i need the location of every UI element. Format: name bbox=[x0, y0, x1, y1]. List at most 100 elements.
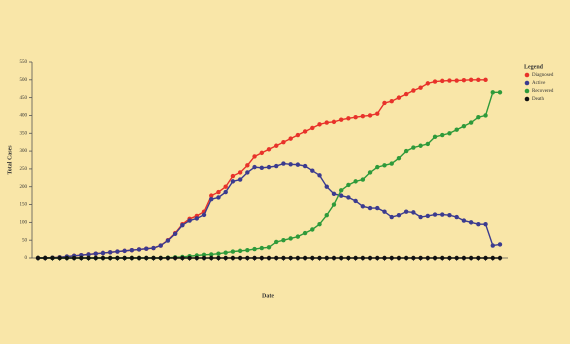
data-point bbox=[223, 255, 228, 261]
data-point bbox=[389, 255, 394, 261]
data-point bbox=[71, 255, 77, 261]
data-point bbox=[230, 255, 236, 261]
data-point bbox=[310, 255, 315, 261]
data-point bbox=[266, 245, 272, 250]
data-point bbox=[331, 119, 337, 125]
data-point bbox=[497, 242, 503, 247]
legend-label: Death bbox=[532, 97, 544, 102]
data-point bbox=[180, 223, 185, 228]
data-point bbox=[216, 255, 221, 261]
data-point bbox=[375, 205, 380, 211]
data-point bbox=[57, 255, 62, 261]
data-point bbox=[252, 255, 257, 261]
data-point bbox=[245, 255, 250, 261]
data-point bbox=[483, 113, 488, 118]
data-point bbox=[447, 78, 452, 83]
data-point bbox=[353, 179, 358, 184]
data-point bbox=[295, 132, 301, 138]
data-point bbox=[50, 255, 55, 261]
data-point bbox=[353, 115, 358, 120]
data-point bbox=[418, 214, 423, 220]
data-point bbox=[64, 255, 70, 261]
y-tick-label: 0 bbox=[25, 256, 28, 261]
data-point bbox=[259, 165, 264, 171]
data-point bbox=[353, 198, 358, 204]
data-point bbox=[360, 113, 366, 119]
data-point bbox=[302, 230, 308, 236]
data-point bbox=[259, 255, 264, 261]
data-point bbox=[461, 123, 467, 129]
data-point bbox=[389, 161, 394, 166]
data-point bbox=[418, 255, 423, 261]
data-point bbox=[180, 255, 185, 261]
data-point bbox=[425, 81, 431, 86]
data-point bbox=[331, 255, 337, 261]
y-tick-label: 100 bbox=[20, 221, 28, 226]
data-point bbox=[418, 143, 423, 148]
data-point bbox=[317, 173, 322, 178]
data-point bbox=[194, 216, 200, 221]
data-point bbox=[483, 77, 488, 83]
data-point bbox=[281, 237, 286, 243]
data-point bbox=[100, 250, 106, 256]
data-point bbox=[288, 255, 293, 261]
data-point bbox=[382, 209, 387, 214]
data-point bbox=[338, 117, 344, 122]
data-point bbox=[454, 255, 459, 261]
y-tick-label: 500 bbox=[20, 78, 28, 83]
data-point bbox=[281, 161, 286, 166]
data-point bbox=[310, 168, 315, 173]
data-point bbox=[425, 213, 431, 219]
data-point bbox=[266, 164, 272, 170]
legend-title: Legend bbox=[524, 64, 544, 70]
legend-marker bbox=[524, 96, 530, 102]
data-point bbox=[209, 255, 214, 261]
data-point bbox=[295, 162, 301, 167]
data-point bbox=[476, 77, 481, 83]
data-point bbox=[338, 255, 344, 261]
data-point bbox=[367, 170, 373, 175]
data-point bbox=[454, 78, 459, 83]
data-point bbox=[346, 116, 351, 121]
data-point bbox=[324, 184, 329, 189]
data-point bbox=[389, 99, 394, 104]
data-point bbox=[375, 164, 380, 170]
data-point bbox=[476, 115, 481, 120]
data-point bbox=[129, 247, 135, 253]
data-point bbox=[93, 255, 98, 261]
data-point bbox=[237, 177, 243, 182]
data-point bbox=[43, 255, 48, 261]
data-point bbox=[230, 249, 236, 254]
data-point bbox=[425, 141, 431, 147]
data-point bbox=[411, 88, 416, 93]
data-point bbox=[476, 221, 481, 227]
data-point bbox=[302, 255, 308, 261]
data-point bbox=[237, 255, 243, 261]
data-point bbox=[295, 234, 301, 239]
data-point bbox=[194, 255, 200, 261]
data-point bbox=[317, 122, 322, 127]
data-point bbox=[237, 170, 243, 175]
data-point bbox=[447, 213, 452, 218]
data-point bbox=[346, 182, 351, 188]
data-point bbox=[338, 188, 344, 193]
data-point bbox=[274, 143, 279, 148]
data-point bbox=[172, 231, 178, 236]
data-point bbox=[129, 255, 135, 261]
data-point bbox=[144, 246, 149, 251]
data-point bbox=[440, 132, 445, 138]
legend-label: Recovered bbox=[532, 89, 554, 94]
data-point bbox=[100, 255, 106, 261]
data-point bbox=[252, 164, 257, 170]
data-point bbox=[468, 220, 474, 225]
data-point bbox=[136, 247, 142, 252]
data-point bbox=[396, 255, 402, 261]
data-point bbox=[338, 193, 344, 198]
data-point bbox=[259, 150, 264, 156]
data-point bbox=[158, 255, 163, 261]
data-point bbox=[223, 184, 228, 189]
data-point bbox=[468, 77, 474, 83]
data-point bbox=[252, 246, 257, 252]
data-point bbox=[274, 239, 279, 245]
